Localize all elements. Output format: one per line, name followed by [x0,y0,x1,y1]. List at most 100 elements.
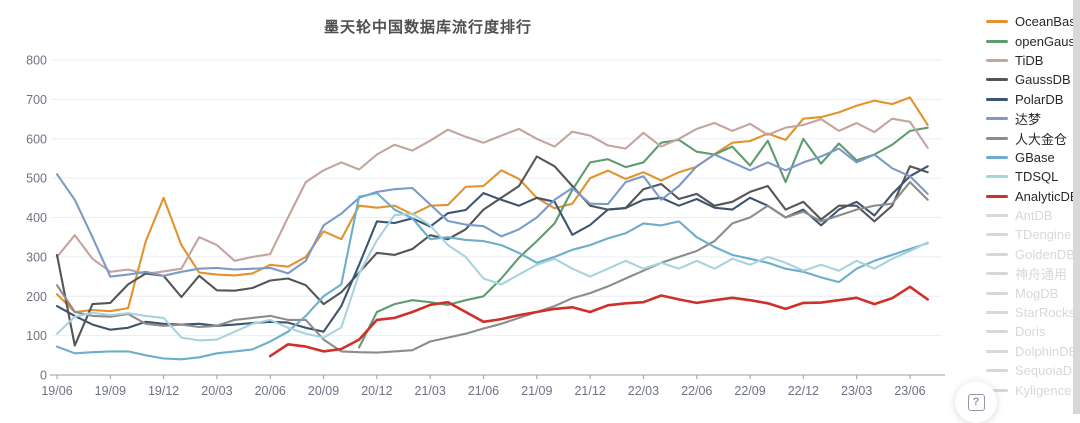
help-button[interactable]: ? [955,381,997,423]
x-axis-label: 21/09 [521,384,552,398]
legend-swatch-analyticdb [986,194,1008,198]
series-line-tidb [55,117,929,275]
legend-item-oceanbase[interactable]: OceanBase [986,12,1080,31]
series-line-analyticdb [268,285,930,358]
series-line-oceanbase [55,96,929,314]
y-axis-label: 300 [26,250,47,264]
legend-swatch-tdsql [986,175,1008,179]
legend-item-dolphindb[interactable]: DolphinDB [986,342,1080,361]
legend-swatch-tidb [986,58,1008,62]
series-line-dameng [55,147,929,278]
y-axis-label: 800 [26,54,47,68]
right-edge-scrollbar[interactable] [1073,0,1080,414]
legend-item-starrocks[interactable]: StarRocks [986,303,1080,322]
legend-label: StarRocks [1015,305,1075,321]
legend-item-antdb[interactable]: AntDB [986,206,1080,225]
legend-label: TDengine [1015,227,1072,243]
legend-label: openGauss [1015,33,1080,49]
legend-label: AntDB [1015,208,1053,224]
legend-label: SequoiaDB [1015,363,1080,379]
question-mark-icon: ? [967,393,985,411]
legend-swatch-sequoiadb [986,369,1008,373]
legend-label: PolarDB [1015,91,1064,107]
legend-item-gaussdb[interactable]: GaussDB [986,70,1080,89]
legend-swatch-dolphindb [986,349,1008,353]
legend-swatch-mogdb [986,291,1008,295]
legend-item-dameng[interactable]: 达梦 [986,109,1080,128]
legend-label: MogDB [1015,285,1059,301]
x-axis-label: 22/06 [681,384,712,398]
legend-swatch-starrocks [986,311,1008,315]
chart-legend: OceanBase openGauss TiDB GaussDB PolarDB 达梦人大… [986,12,1080,400]
y-axis-label: 600 [26,132,47,146]
x-axis-label: 21/06 [468,384,499,398]
legend-swatch-tdengine [986,233,1008,237]
legend-item-tdsql[interactable]: TDSQL [986,167,1080,186]
x-axis-label: 23/06 [894,384,925,398]
legend-swatch-polardb [986,97,1008,101]
y-axis-label: 0 [40,369,47,383]
legend-swatch-gaussdb [986,78,1008,82]
x-axis-label: 20/06 [255,384,286,398]
legend-label: OceanBase [1015,14,1080,30]
legend-item-sequoiadb[interactable]: SequoiaDB [986,361,1080,380]
series-line-gbase [55,192,929,361]
legend-item-doris[interactable]: Doris [986,322,1080,341]
legend-label: DolphinDB [1015,343,1078,359]
x-axis-label: 21/12 [574,384,605,398]
legend-swatch-opengauss [986,39,1008,43]
legend-label: 达梦 [1015,112,1042,128]
x-axis-label: 22/09 [734,384,765,398]
legend-swatch-kyligence [986,388,1008,392]
x-axis-label: 21/03 [415,384,446,398]
legend-item-opengauss[interactable]: openGauss [986,31,1080,50]
x-axis-label: 22/12 [788,384,819,398]
x-axis-label: 20/09 [308,384,339,398]
legend-swatch-oceanbase [986,20,1008,24]
x-axis-label: 19/12 [148,384,179,398]
y-axis-label: 200 [26,290,47,304]
legend-swatch-gbase [986,155,1008,159]
x-axis-label: 19/09 [95,384,126,398]
legend-label: 神舟通用 [1015,267,1068,283]
legend-label: Kyligence [1015,382,1072,398]
legend-label: 人大金仓 [1015,131,1068,147]
legend-item-kingbase[interactable]: 人大金仓 [986,128,1080,147]
series-line-tdsql [55,212,929,342]
x-axis-label: 22/03 [628,384,659,398]
legend-item-goldendb[interactable]: GoldenDB [986,245,1080,264]
series-line-gaussdb [55,155,929,347]
legend-label: AnalyticDB [1015,188,1079,204]
legend-item-gbase[interactable]: GBase [986,148,1080,167]
x-axis-label: 23/03 [841,384,872,398]
series-line-kingbase [55,181,929,354]
line-chart: 0 100 200 300 400 500 600 700 800 19/06 19/09 19/12… [26,54,945,398]
legend-swatch-dameng [986,117,1008,121]
legend-swatch-doris [986,330,1008,334]
legend-item-analyticdb[interactable]: AnalyticDB [986,187,1080,206]
x-axis-label: 19/06 [41,384,72,398]
legend-label: GoldenDB [1015,246,1075,262]
legend-item-kyligence[interactable]: Kyligence [986,380,1080,399]
legend-swatch-shentong [986,272,1008,276]
legend-label: TiDB [1015,52,1044,68]
x-axis-label: 20/12 [361,384,392,398]
y-axis-label: 500 [26,172,47,186]
y-axis-label: 700 [26,93,47,107]
legend-swatch-goldendb [986,252,1008,256]
x-axis-label: 20/03 [201,384,232,398]
legend-label: TDSQL [1015,169,1059,185]
legend-item-tdengine[interactable]: TDengine [986,225,1080,244]
legend-label: GaussDB [1015,72,1071,88]
chart-title: 墨天轮中国数据库流行度排行 [323,19,532,36]
legend-label: Doris [1015,324,1046,340]
legend-swatch-kingbase [986,136,1008,140]
legend-swatch-antdb [986,214,1008,218]
legend-item-shentong[interactable]: 神舟通用 [986,264,1080,283]
legend-item-polardb[interactable]: PolarDB [986,90,1080,109]
legend-item-tidb[interactable]: TiDB [986,51,1080,70]
legend-item-mogdb[interactable]: MogDB [986,283,1080,302]
y-axis-label: 100 [26,329,47,343]
series-line-polardb [55,165,929,333]
legend-label: GBase [1015,149,1055,165]
